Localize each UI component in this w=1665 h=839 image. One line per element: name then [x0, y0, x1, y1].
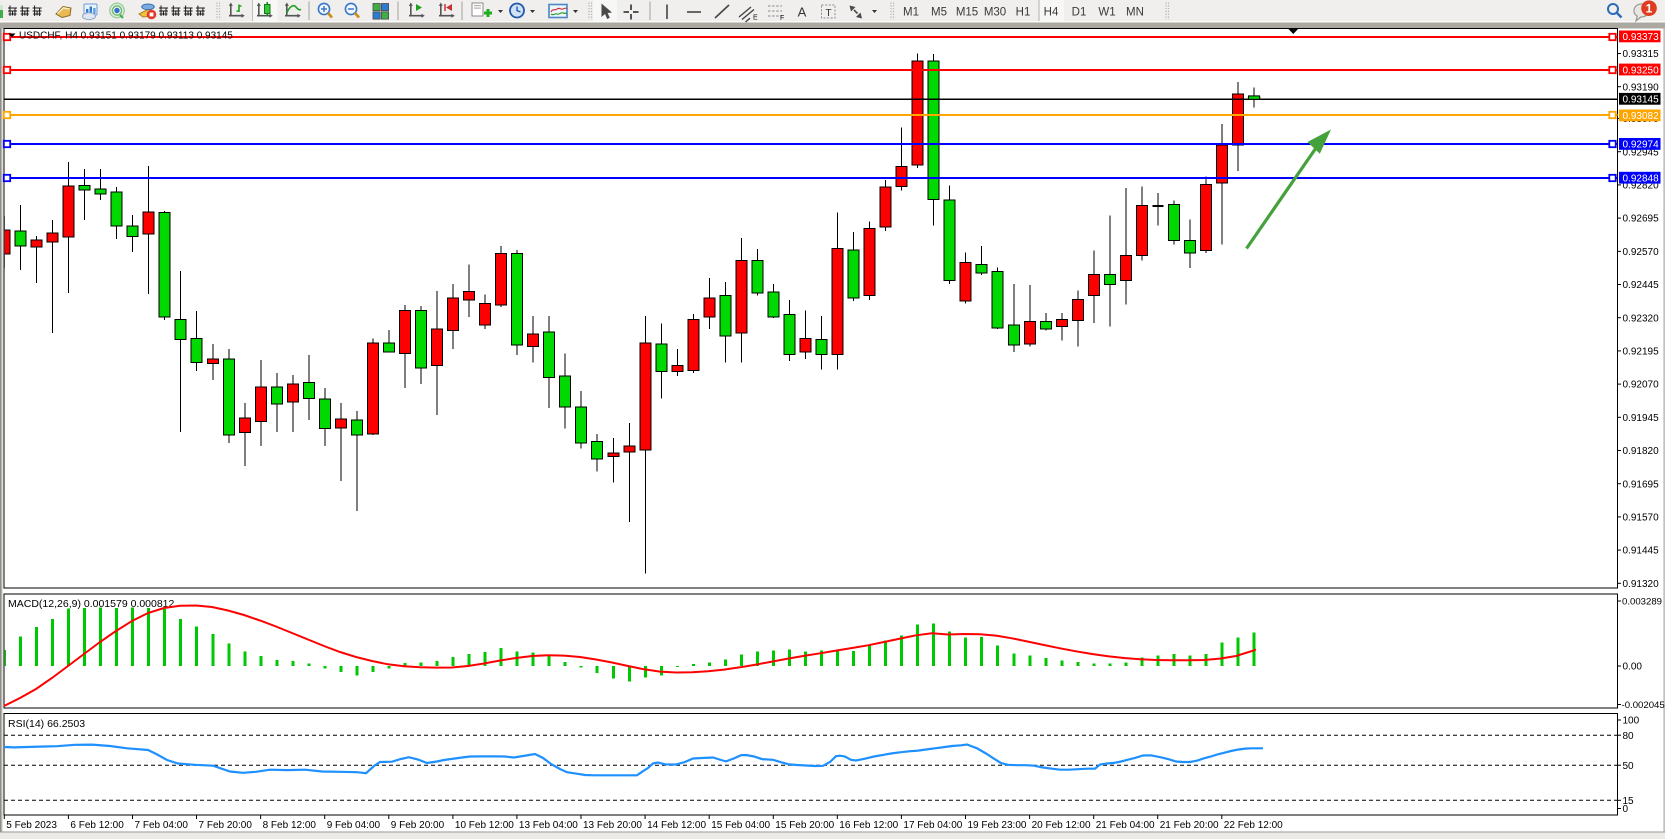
svg-text:0.92695: 0.92695: [1623, 214, 1660, 225]
svg-text:USDCHF, H4 0.93151 0.93179 0.: USDCHF, H4 0.93151 0.93179 0.93113 0.931…: [19, 31, 233, 42]
svg-text:16 Feb 12:00: 16 Feb 12:00: [839, 820, 898, 831]
svg-text:80: 80: [1623, 731, 1635, 742]
svg-text:0.93373: 0.93373: [1623, 32, 1660, 43]
svg-text:10 Feb 12:00: 10 Feb 12:00: [455, 820, 514, 831]
svg-text:0.92070: 0.92070: [1623, 380, 1660, 391]
svg-text:5 Feb 2023: 5 Feb 2023: [6, 820, 57, 831]
svg-text:E: E: [753, 15, 758, 22]
svg-text:0.003289: 0.003289: [1622, 596, 1662, 607]
svg-text:50: 50: [1623, 761, 1635, 772]
svg-text:0.92320: 0.92320: [1623, 313, 1660, 324]
svg-text:A: A: [798, 5, 807, 20]
svg-text:13 Feb 20:00: 13 Feb 20:00: [583, 820, 642, 831]
svg-text:0: 0: [1623, 804, 1629, 815]
svg-text:0.92570: 0.92570: [1623, 247, 1660, 258]
svg-text:-0.002045: -0.002045: [1622, 700, 1665, 711]
svg-text:21 Feb 20:00: 21 Feb 20:00: [1160, 820, 1219, 831]
svg-text:H4: H4: [1044, 7, 1059, 19]
svg-text:M15: M15: [956, 7, 978, 19]
svg-text:1: 1: [1646, 1, 1653, 15]
svg-text:MACD(12,26,9) 0.001579 0.00081: MACD(12,26,9) 0.001579 0.000812: [8, 598, 175, 610]
svg-text:0.91320: 0.91320: [1623, 579, 1660, 590]
svg-text:0.92820: 0.92820: [1623, 181, 1660, 192]
svg-text:17 Feb 04:00: 17 Feb 04:00: [903, 820, 962, 831]
svg-text:0.92974: 0.92974: [1623, 140, 1660, 151]
svg-text:13 Feb 04:00: 13 Feb 04:00: [519, 820, 578, 831]
svg-text:0.92945: 0.92945: [1623, 147, 1660, 158]
svg-text:21 Feb 04:00: 21 Feb 04:00: [1096, 820, 1155, 831]
svg-text:0.91820: 0.91820: [1623, 446, 1660, 457]
svg-text:6 Feb 12:00: 6 Feb 12:00: [70, 820, 124, 831]
svg-text:0.93190: 0.93190: [1623, 82, 1660, 93]
svg-text:14 Feb 12:00: 14 Feb 12:00: [647, 820, 706, 831]
svg-text:0.93145: 0.93145: [1623, 95, 1660, 106]
svg-text:M5: M5: [931, 7, 947, 19]
svg-text:0.91695: 0.91695: [1623, 479, 1660, 490]
svg-text:0.91445: 0.91445: [1623, 546, 1660, 557]
svg-text:W1: W1: [1098, 7, 1115, 19]
svg-text:0.93082: 0.93082: [1623, 111, 1660, 122]
svg-text:8 Feb 12:00: 8 Feb 12:00: [263, 820, 317, 831]
svg-text:9 Feb 20:00: 9 Feb 20:00: [391, 820, 445, 831]
svg-text:9 Feb 04:00: 9 Feb 04:00: [327, 820, 381, 831]
svg-text:7 Feb 20:00: 7 Feb 20:00: [199, 820, 253, 831]
svg-text:RSI(14) 66.2503: RSI(14) 66.2503: [8, 718, 85, 730]
svg-text:0.92195: 0.92195: [1623, 347, 1660, 358]
svg-text:0.92848: 0.92848: [1623, 174, 1660, 185]
svg-text:0.92445: 0.92445: [1623, 280, 1660, 291]
svg-text:F: F: [780, 15, 784, 22]
svg-text:22 Feb 12:00: 22 Feb 12:00: [1224, 820, 1283, 831]
svg-text:D1: D1: [1072, 7, 1087, 19]
svg-text:H1: H1: [1016, 7, 1031, 19]
svg-text:0.93315: 0.93315: [1623, 49, 1660, 60]
svg-text:15: 15: [1623, 796, 1635, 807]
svg-text:0.91570: 0.91570: [1623, 513, 1660, 524]
svg-text:15 Feb 04:00: 15 Feb 04:00: [711, 820, 770, 831]
svg-text:15 Feb 20:00: 15 Feb 20:00: [775, 820, 834, 831]
svg-text:0.91945: 0.91945: [1623, 413, 1660, 424]
svg-text:M1: M1: [903, 7, 919, 19]
svg-text:MN: MN: [1126, 7, 1144, 19]
svg-text:T: T: [825, 8, 831, 19]
svg-text:19 Feb 23:00: 19 Feb 23:00: [968, 820, 1027, 831]
svg-text:0.93250: 0.93250: [1623, 65, 1660, 76]
svg-text:7 Feb 04:00: 7 Feb 04:00: [135, 820, 189, 831]
svg-text:M30: M30: [984, 7, 1006, 19]
svg-text:100: 100: [1623, 716, 1640, 727]
svg-text:20 Feb 12:00: 20 Feb 12:00: [1032, 820, 1091, 831]
svg-text:0.00: 0.00: [1623, 662, 1643, 673]
